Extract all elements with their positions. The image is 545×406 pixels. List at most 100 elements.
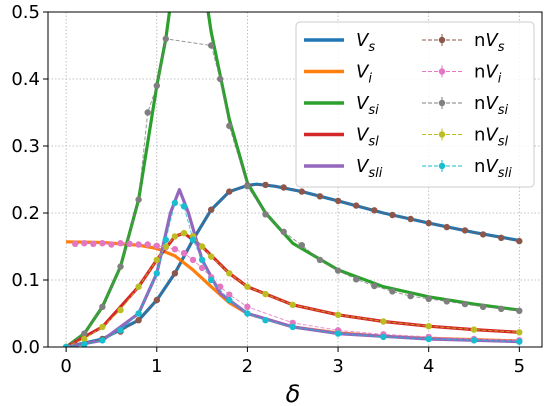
data-point-nv-sli: [425, 335, 432, 343]
data-point-nv-si: [99, 303, 106, 310]
series-dashes-nv-i: [75, 242, 520, 341]
y-tick-label: 0.3: [11, 136, 40, 157]
data-point-nv-sl: [289, 301, 296, 308]
data-point-nv-si: [153, 82, 160, 89]
data-point-nv-si: [226, 122, 233, 130]
data-point-nv-s: [371, 207, 378, 214]
data-point-nv-sli: [198, 256, 206, 264]
data-point-nv-i: [72, 240, 79, 247]
legend-label-nv-si: nVsi: [474, 93, 509, 118]
data-point-nv-i: [244, 303, 251, 310]
data-point-nv-s: [498, 234, 505, 241]
data-point-nv-sli: [117, 327, 124, 334]
legend-label-v-s: Vs: [356, 30, 375, 55]
legend-box: [295, 21, 535, 188]
data-point-nv-sl: [470, 326, 478, 333]
data-point-nv-sli: [516, 338, 523, 345]
data-point-nv-s: [226, 188, 233, 195]
data-point-nv-sli: [289, 323, 296, 331]
data-point-nv-sl: [516, 329, 523, 336]
data-point-nv-s: [479, 231, 487, 238]
plot-series: [62, 12, 523, 347]
x-tick-label: 3: [332, 356, 343, 377]
data-point-nv-si: [162, 35, 169, 42]
data-point-nv-s: [334, 197, 342, 205]
data-point-nv-si: [316, 256, 324, 264]
data-point-nv-i: [144, 241, 151, 248]
legend-label-v-sl: Vsl: [356, 125, 379, 150]
data-point-nv-s: [461, 227, 469, 234]
data-point-nv-si: [479, 303, 487, 310]
data-point-nv-sli: [171, 199, 179, 207]
x-axis-label: δ: [286, 380, 301, 406]
data-point-nv-sl: [226, 270, 233, 277]
data-point-nv-sl: [153, 256, 160, 264]
data-point-nv-s: [316, 193, 324, 200]
data-point-nv-si: [461, 300, 469, 308]
legend-marker-nv-sl: [438, 131, 446, 138]
data-point-nv-sli: [153, 270, 160, 277]
data-point-nv-sli: [180, 203, 188, 210]
y-tick-label: 0.4: [11, 69, 40, 90]
data-point-nv-i: [180, 250, 188, 257]
data-point-nv-si: [262, 211, 269, 218]
data-point-nv-i: [198, 264, 206, 272]
data-point-nv-si: [443, 298, 450, 305]
data-point-nv-sl: [162, 243, 169, 250]
data-point-nv-s: [153, 296, 160, 304]
data-point-nv-i: [135, 241, 142, 248]
data-point-nv-si: [407, 292, 414, 300]
data-point-nv-s: [298, 188, 305, 195]
data-point-nv-sli: [244, 310, 251, 317]
data-point-nv-si: [425, 295, 432, 302]
legend-marker-nv-sli: [438, 162, 446, 170]
data-point-nv-sli: [380, 333, 387, 341]
data-point-nv-i: [126, 240, 133, 247]
data-point-nv-si: [298, 242, 305, 249]
y-tick-label: 0.0: [11, 337, 40, 358]
data-point-nv-i: [226, 291, 233, 298]
data-point-nv-sl: [380, 318, 387, 325]
x-tick-label: 0: [60, 356, 71, 377]
data-point-nv-sli: [189, 236, 197, 243]
data-point-nv-si: [81, 330, 88, 337]
data-point-nv-i: [217, 283, 224, 290]
data-point-nv-si: [280, 228, 287, 235]
y-tick-label: 0.1: [11, 270, 40, 291]
data-point-nv-si: [217, 75, 224, 83]
data-point-nv-sl: [208, 253, 215, 260]
data-point-nv-sli: [135, 310, 142, 317]
data-point-nv-s: [407, 215, 414, 223]
data-point-nv-sli: [470, 337, 478, 344]
data-point-nv-sl: [135, 283, 142, 290]
data-point-nv-sli: [334, 330, 342, 337]
data-point-nv-sl: [99, 323, 106, 331]
data-point-nv-sli: [99, 337, 106, 344]
legend-label-v-i: Vi: [356, 62, 372, 87]
legend-label-nv-i: nVi: [474, 62, 502, 87]
data-point-nv-sli: [62, 343, 70, 347]
legend-marker-nv-si: [438, 99, 446, 107]
data-point-nv-sl: [262, 290, 269, 298]
y-tick-label: 0.2: [11, 203, 40, 224]
data-point-nv-si: [117, 263, 124, 270]
data-point-nv-s: [208, 206, 215, 213]
x-tick-label: 2: [242, 356, 253, 377]
data-point-nv-s: [425, 219, 432, 227]
data-point-nv-i: [117, 240, 124, 247]
legend-marker-nv-i: [438, 68, 446, 75]
y-tick-label: 0.5: [11, 2, 40, 23]
data-point-nv-s: [353, 202, 360, 209]
data-point-nv-si: [389, 288, 396, 295]
plot-frame: [47, 11, 543, 348]
data-point-nv-sli: [162, 236, 169, 243]
data-point-nv-i: [108, 241, 115, 248]
data-point-nv-sl: [117, 306, 124, 314]
data-point-nv-si: [516, 307, 523, 314]
data-point-nv-i: [90, 240, 97, 247]
data-point-nv-sl: [198, 243, 206, 250]
data-point-nv-i: [171, 246, 179, 253]
data-point-nv-si: [371, 282, 378, 290]
x-tick-label: 5: [514, 356, 525, 377]
